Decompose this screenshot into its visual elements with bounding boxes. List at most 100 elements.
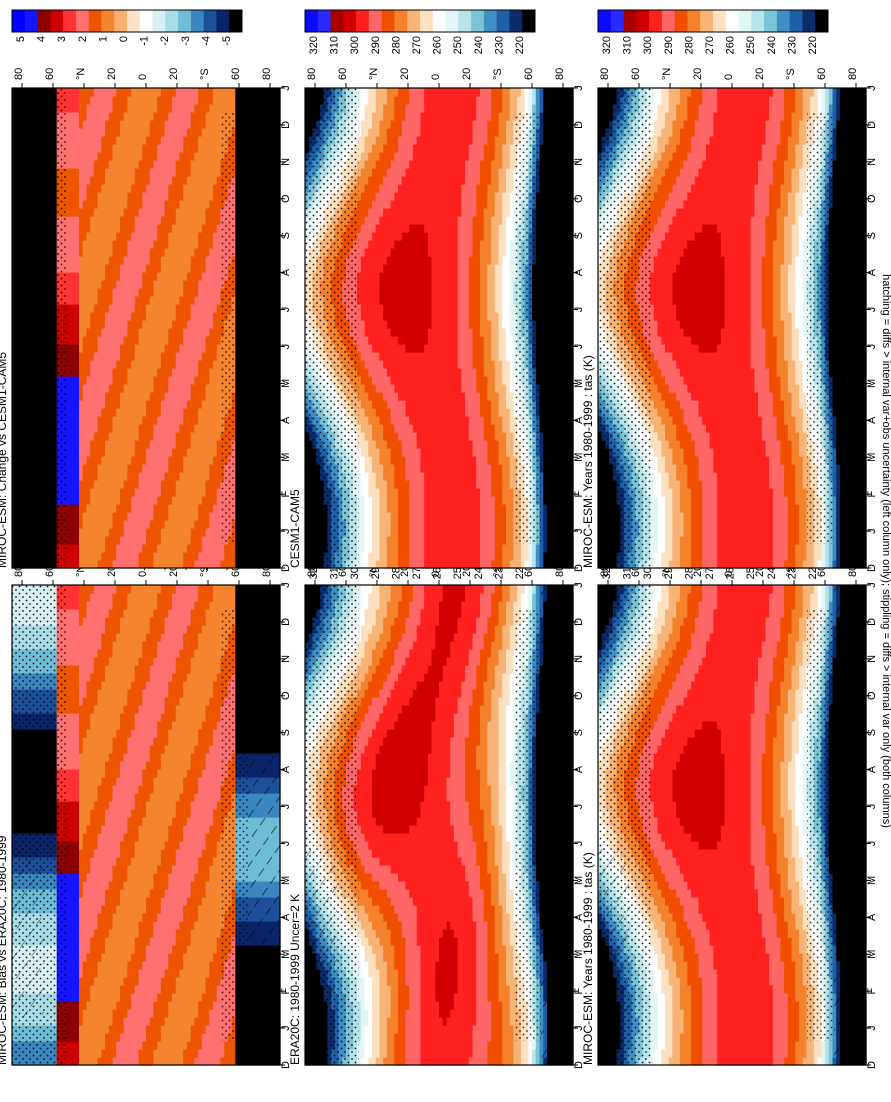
heatmap-cell bbox=[803, 945, 807, 954]
heatmap-cell bbox=[691, 945, 695, 954]
heatmap-cell bbox=[780, 1017, 784, 1026]
heatmap-cell bbox=[680, 617, 684, 626]
heatmap-cell bbox=[717, 697, 721, 706]
heatmap-cell bbox=[684, 729, 688, 738]
heatmap-cell bbox=[751, 953, 755, 962]
heatmap-cell bbox=[795, 585, 799, 594]
heatmap-cell bbox=[661, 777, 665, 786]
heatmap-cell bbox=[803, 745, 807, 754]
heatmap-cell bbox=[784, 697, 788, 706]
heatmap-cell bbox=[762, 825, 766, 834]
heatmap-cell bbox=[773, 753, 777, 762]
heatmap-cell bbox=[669, 793, 673, 802]
heatmap-cell bbox=[728, 777, 732, 786]
heatmap-cell bbox=[758, 913, 762, 922]
heatmap-cell bbox=[699, 721, 703, 730]
heatmap-cell bbox=[803, 1025, 807, 1034]
heatmap-cell bbox=[788, 889, 792, 898]
heatmap-cell bbox=[658, 921, 662, 930]
heatmap-cell bbox=[732, 889, 736, 898]
heatmap-cell bbox=[725, 617, 729, 626]
heatmap-cell bbox=[732, 993, 736, 1002]
heatmap-cell bbox=[747, 721, 751, 730]
heatmap-cell bbox=[658, 1057, 662, 1066]
heatmap-cell bbox=[725, 737, 729, 746]
heatmap-cell bbox=[758, 825, 762, 834]
heatmap-cell bbox=[687, 793, 691, 802]
heatmap-cell bbox=[687, 921, 691, 930]
heatmap-cell bbox=[736, 585, 740, 594]
heatmap-cell bbox=[766, 681, 770, 690]
heatmap-cell bbox=[695, 729, 699, 738]
heatmap-cell bbox=[661, 769, 665, 778]
heatmap-cell bbox=[680, 609, 684, 618]
heatmap-cell bbox=[710, 585, 714, 594]
heatmap-cell bbox=[710, 817, 714, 826]
heatmap-cell bbox=[713, 945, 717, 954]
heatmap-cell bbox=[769, 889, 773, 898]
heatmap-cell bbox=[706, 593, 710, 602]
heatmap-cell bbox=[732, 1009, 736, 1018]
heatmap-cell bbox=[706, 777, 710, 786]
heatmap-cell bbox=[702, 969, 706, 978]
heatmap-cell bbox=[658, 905, 662, 914]
heatmap-cell bbox=[702, 937, 706, 946]
heatmap-cell bbox=[758, 793, 762, 802]
heatmap-cell bbox=[684, 1001, 688, 1010]
heatmap-cell bbox=[699, 729, 703, 738]
heatmap-cell bbox=[732, 881, 736, 890]
heatmap-cell bbox=[792, 609, 796, 618]
heatmap-cell bbox=[762, 969, 766, 978]
heatmap-cell bbox=[706, 809, 710, 818]
heatmap-cell bbox=[762, 1025, 766, 1034]
heatmap-cell bbox=[754, 985, 758, 994]
heatmap-cell bbox=[713, 689, 717, 698]
heatmap-cell bbox=[695, 945, 699, 954]
heatmap-cell bbox=[706, 985, 710, 994]
heatmap-cell bbox=[766, 993, 770, 1002]
heatmap-cell bbox=[684, 833, 688, 842]
heatmap-cell bbox=[665, 1001, 669, 1010]
heatmap-cell bbox=[769, 761, 773, 770]
heatmap-cell bbox=[743, 865, 747, 874]
heatmap-cell bbox=[717, 601, 721, 610]
heatmap-cell bbox=[739, 625, 743, 634]
heatmap-cell bbox=[784, 1017, 788, 1026]
heatmap-cell bbox=[784, 1009, 788, 1018]
heatmap-cell bbox=[739, 697, 743, 706]
heatmap-cell bbox=[658, 993, 662, 1002]
heatmap-cell bbox=[788, 881, 792, 890]
heatmap-cell bbox=[725, 929, 729, 938]
heatmap-cell bbox=[799, 953, 803, 962]
heatmap-cell bbox=[680, 753, 684, 762]
heatmap-cell bbox=[699, 697, 703, 706]
heatmap-cell bbox=[799, 857, 803, 866]
heatmap-cell bbox=[702, 1033, 706, 1042]
heatmap-cell bbox=[665, 809, 669, 818]
heatmap-cell bbox=[684, 857, 688, 866]
heatmap-cell bbox=[754, 913, 758, 922]
heatmap-cell bbox=[747, 809, 751, 818]
heatmap-cell bbox=[691, 865, 695, 874]
heatmap-cell bbox=[792, 673, 796, 682]
heatmap-cell bbox=[799, 609, 803, 618]
heatmap-cell bbox=[795, 601, 799, 610]
heatmap-cell bbox=[654, 705, 658, 714]
heatmap-cell bbox=[665, 849, 669, 858]
heatmap-cell bbox=[672, 913, 676, 922]
heatmap-cell bbox=[792, 705, 796, 714]
heatmap-cell bbox=[658, 785, 662, 794]
heatmap-cell bbox=[747, 913, 751, 922]
heatmap-cell bbox=[732, 1049, 736, 1058]
heatmap-cell bbox=[706, 801, 710, 810]
heatmap-cell bbox=[672, 785, 676, 794]
heatmap-cell bbox=[795, 665, 799, 674]
heatmap-cell bbox=[699, 641, 703, 650]
heatmap-cell bbox=[687, 641, 691, 650]
heatmap-cell bbox=[769, 689, 773, 698]
heatmap-cell bbox=[758, 1033, 762, 1042]
heatmap-cell bbox=[736, 625, 740, 634]
heatmap-cell bbox=[803, 761, 807, 770]
heatmap-cell bbox=[728, 961, 732, 970]
heatmap-cell bbox=[699, 713, 703, 722]
